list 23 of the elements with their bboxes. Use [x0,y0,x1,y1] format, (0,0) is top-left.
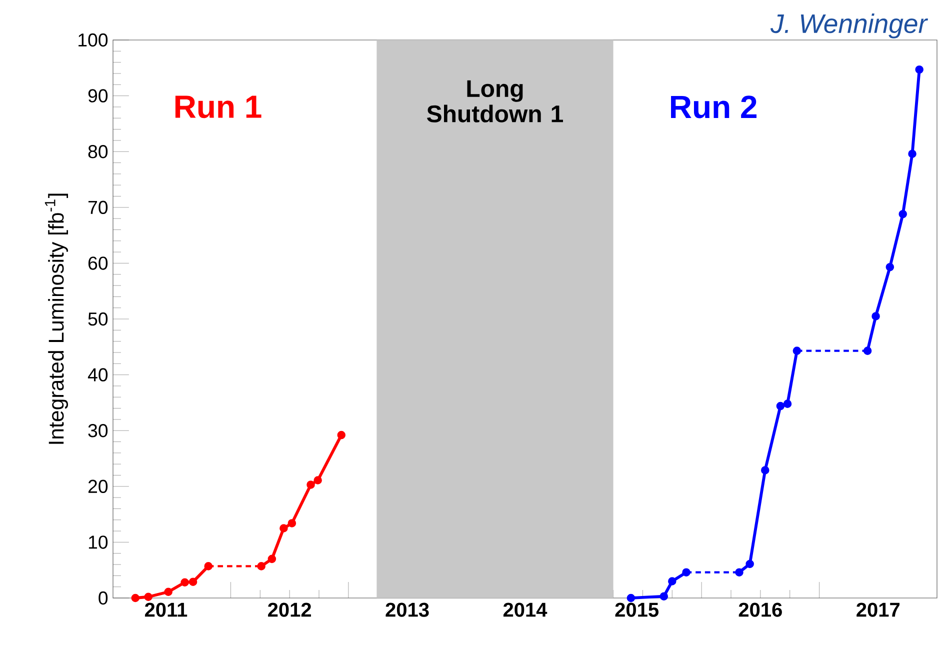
y-tick-label: 90 [88,89,108,102]
x-tick-label: 2015 [615,602,658,617]
y-tick-label: 70 [88,200,108,214]
y-tick-label: 50 [88,312,108,326]
x-tick-label: 2017 [856,602,900,617]
x-tick-label: 2016 [738,602,782,617]
y-tick-label: 0 [98,591,108,605]
y-tick-label: 20 [88,480,108,494]
y-tick-label: 10 [88,536,108,549]
y-tick-label: 60 [88,256,108,270]
y-axis-title: Integrated Luminosity [fb$^{-1}$] [44,194,68,444]
y-tick-label: 40 [88,368,108,382]
y-tick-label: 30 [88,424,108,438]
text: Run 1 [175,96,262,118]
text: Run 2 [671,96,756,118]
band-label: Long Shutdown 1 [427,80,563,122]
y-tick-label: 100 [78,33,108,47]
x-tick-label: 2012 [268,602,311,617]
x-tick-label: 2013 [386,602,429,617]
text: J. Wenninger [770,14,928,38]
y-tick-label: 80 [88,144,108,158]
x-tick-label: 2011 [144,602,188,617]
x-tick-label: 2014 [503,602,548,617]
